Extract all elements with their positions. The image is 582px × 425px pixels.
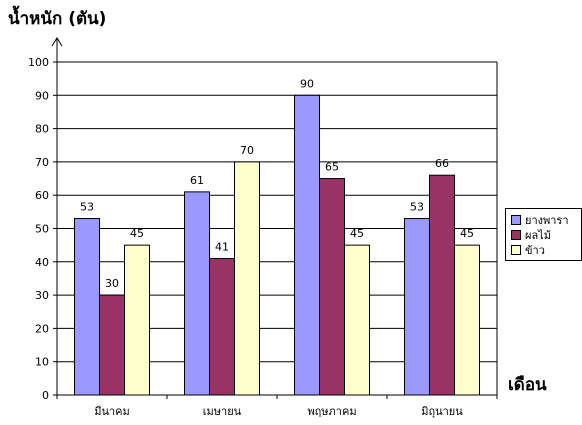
legend: ยางพารา ผลไม้ ข้าว — [505, 208, 582, 261]
data-labels: 53 30 45 61 41 70 90 65 45 53 66 45 — [80, 77, 474, 290]
bar — [429, 174, 455, 396]
data-label: 66 — [435, 157, 449, 170]
y-tick-label: 90 — [35, 89, 49, 102]
bar — [209, 257, 235, 396]
y-tick-label: 30 — [35, 289, 49, 302]
x-tick-label: มิถุนายน — [421, 405, 463, 418]
legend-swatch-fruit — [511, 229, 521, 240]
y-tick-label: 40 — [35, 256, 49, 269]
bars — [74, 94, 480, 396]
data-label: 45 — [130, 227, 144, 240]
bar — [344, 244, 370, 396]
axes: 0 10 20 30 40 50 60 70 80 90 100 มีนาคม เมษายน พฤษภาค… — [28, 37, 498, 418]
legend-item-fruit: ผลไม้ — [511, 227, 581, 242]
bar — [124, 244, 150, 396]
legend-label-fruit: ผลไม้ — [525, 228, 551, 242]
bar — [404, 218, 430, 396]
y-tick-label: 100 — [28, 56, 49, 69]
data-label: 30 — [105, 277, 119, 290]
data-label: 45 — [460, 227, 474, 240]
y-tick-label: 80 — [35, 123, 49, 136]
bar — [319, 178, 345, 396]
x-tick-label: พฤษภาคม — [307, 405, 356, 418]
data-label: 61 — [190, 174, 204, 187]
data-label: 65 — [325, 161, 339, 174]
y-axis-title: น้ำหนัก (ตัน) — [8, 9, 107, 29]
legend-label-rubber: ยางพารา — [525, 213, 569, 227]
legend-item-rice: ข้าว — [511, 242, 581, 257]
x-tick-label: มีนาคม — [94, 405, 130, 418]
y-tick-label: 60 — [35, 189, 49, 202]
y-tick-label: 50 — [35, 223, 49, 236]
data-label: 41 — [215, 240, 229, 253]
bar — [74, 218, 100, 396]
bar — [99, 294, 125, 396]
legend-label-rice: ข้าว — [525, 243, 545, 257]
legend-swatch-rice — [511, 244, 521, 255]
bar — [294, 94, 320, 396]
x-axis-title: เดือน — [508, 375, 547, 395]
bar — [184, 191, 210, 396]
x-tick-label: เมษายน — [203, 405, 242, 418]
bar — [454, 244, 480, 396]
data-label: 53 — [80, 201, 94, 214]
y-tick-label: 10 — [35, 356, 49, 369]
data-label: 53 — [410, 201, 424, 214]
y-axis-arrow-icon — [51, 37, 63, 47]
data-label: 90 — [300, 77, 314, 90]
y-tick-label: 70 — [35, 156, 49, 169]
y-tick-label: 0 — [42, 389, 49, 402]
legend-swatch-rubber — [511, 214, 521, 225]
bar — [234, 161, 260, 396]
data-label: 70 — [240, 144, 254, 157]
legend-item-rubber: ยางพารา — [511, 212, 581, 227]
data-label: 45 — [350, 227, 364, 240]
y-tick-label: 20 — [35, 322, 49, 335]
